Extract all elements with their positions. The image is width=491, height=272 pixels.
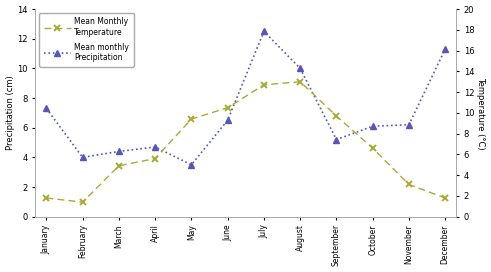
Mean Monthly
Temperature bbox=[442, 196, 448, 200]
Mean Monthly
Temperature bbox=[333, 114, 339, 118]
Mean Monthly
Temperature bbox=[80, 200, 85, 204]
Mean monthly
Precipitation bbox=[80, 156, 85, 159]
Mean monthly
Precipitation bbox=[43, 107, 49, 110]
Mean monthly
Precipitation bbox=[152, 145, 158, 149]
Line: Mean monthly
Precipitation: Mean monthly Precipitation bbox=[43, 28, 449, 168]
Mean Monthly
Temperature bbox=[152, 157, 158, 160]
Mean Monthly
Temperature bbox=[370, 147, 376, 150]
Mean monthly
Precipitation bbox=[406, 123, 412, 126]
Mean monthly
Precipitation bbox=[116, 150, 122, 153]
Mean monthly
Precipitation bbox=[370, 125, 376, 128]
Legend: Mean Monthly
Temperature, Mean monthly
Precipitation: Mean Monthly Temperature, Mean monthly P… bbox=[39, 13, 134, 67]
Mean Monthly
Temperature bbox=[116, 164, 122, 168]
Mean Monthly
Temperature bbox=[297, 80, 303, 83]
Mean monthly
Precipitation bbox=[225, 119, 231, 122]
Line: Mean Monthly
Temperature: Mean Monthly Temperature bbox=[43, 78, 449, 206]
Mean Monthly
Temperature bbox=[43, 196, 49, 200]
Mean monthly
Precipitation bbox=[297, 67, 303, 70]
Mean monthly
Precipitation bbox=[333, 138, 339, 141]
Mean monthly
Precipitation bbox=[189, 163, 194, 166]
Mean Monthly
Temperature bbox=[225, 106, 231, 109]
Mean Monthly
Temperature bbox=[189, 118, 194, 121]
Mean monthly
Precipitation bbox=[261, 30, 267, 33]
Y-axis label: Temperature (°C): Temperature (°C) bbox=[476, 76, 486, 149]
Mean Monthly
Temperature bbox=[261, 83, 267, 86]
Y-axis label: Precipitation (cm): Precipitation (cm) bbox=[5, 76, 15, 150]
Mean Monthly
Temperature bbox=[406, 183, 412, 186]
Mean monthly
Precipitation bbox=[442, 48, 448, 51]
